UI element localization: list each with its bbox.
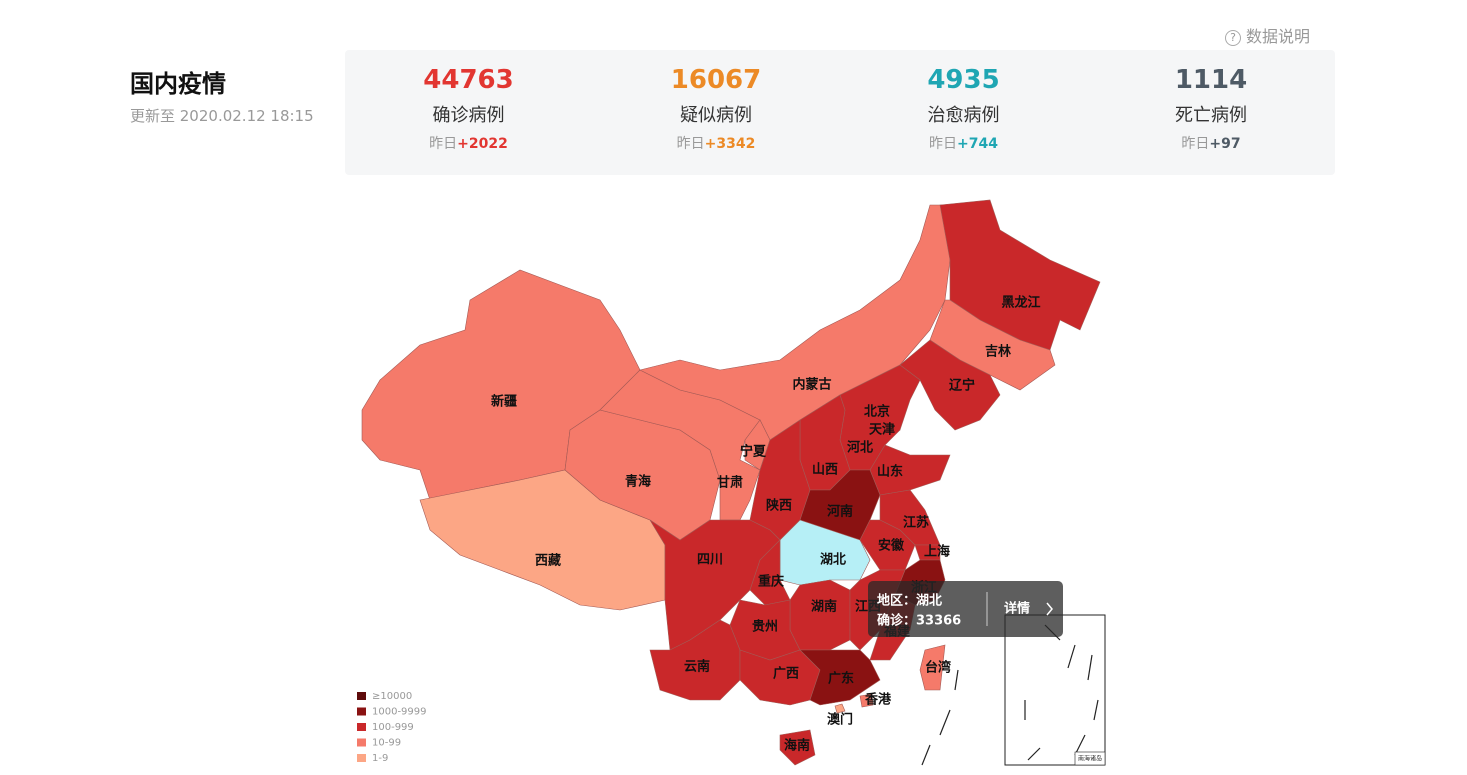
region-label: 内蒙古 bbox=[792, 377, 831, 393]
stat-label: 疑似病例 bbox=[680, 105, 752, 126]
help-text[interactable]: 数据说明 bbox=[1246, 27, 1311, 46]
legend-swatch bbox=[357, 738, 366, 747]
boundary bbox=[939, 709, 951, 736]
delta-value: +97 bbox=[1209, 136, 1241, 152]
region-label: 北京 bbox=[864, 404, 890, 420]
region[interactable] bbox=[929, 299, 1056, 391]
region-label: 澳门 bbox=[827, 712, 853, 728]
region[interactable] bbox=[834, 703, 846, 714]
region-label: 湖南 bbox=[811, 599, 837, 615]
delta-label: 昨日 bbox=[1181, 136, 1210, 152]
tooltip-arrow bbox=[1046, 602, 1053, 616]
region-label: 香港 bbox=[864, 692, 892, 708]
inset-boundary bbox=[1074, 734, 1086, 756]
delta-value: +2022 bbox=[457, 136, 508, 152]
tooltip-line: 确诊：33366 bbox=[877, 613, 961, 629]
region[interactable] bbox=[789, 579, 851, 651]
region-label: 吉林 bbox=[985, 344, 1011, 360]
stat: 16067 疑似病例昨日+3342 bbox=[593, 50, 840, 153]
legend-swatch bbox=[357, 692, 366, 700]
tooltip-action[interactable]: 详情 bbox=[1004, 601, 1030, 617]
update-time: 更新至 2020.02.12 18:15 bbox=[130, 107, 314, 125]
stat: 4935 治愈病例昨日+744 bbox=[840, 50, 1087, 153]
delta-label: 昨日 bbox=[429, 136, 458, 152]
region-label: 四川 bbox=[697, 553, 723, 568]
region-label: 西藏 bbox=[535, 553, 561, 569]
region-label: 河南 bbox=[827, 504, 853, 520]
delta-value: +744 bbox=[957, 136, 998, 152]
legend-label: 100-999 bbox=[372, 722, 414, 733]
stat-label: 死亡病例 bbox=[1175, 105, 1247, 126]
legend-swatch bbox=[357, 707, 366, 716]
inset-boundary bbox=[1093, 699, 1099, 721]
legend-label: 1000-9999 bbox=[372, 707, 427, 718]
stat-value: 16067 bbox=[670, 65, 762, 95]
region-label: 宁夏 bbox=[740, 444, 767, 460]
boundary bbox=[954, 669, 959, 691]
legend-swatch bbox=[357, 754, 366, 762]
region[interactable] bbox=[799, 649, 881, 706]
region-label: 贵州 bbox=[752, 619, 778, 635]
delta-value: +3342 bbox=[704, 136, 756, 152]
tooltip bbox=[868, 581, 1063, 637]
region-label: 山西 bbox=[812, 462, 838, 478]
region-label: 山东 bbox=[877, 464, 903, 480]
region-label: 海南 bbox=[784, 738, 810, 754]
region-label: 上海 bbox=[924, 544, 950, 560]
tooltip-line: 地区：湖北 bbox=[877, 593, 942, 609]
stat-delta: 昨日+744 bbox=[840, 133, 1087, 153]
stat-value: 4935 bbox=[927, 65, 1000, 95]
region-label: 黑龙江 bbox=[1001, 295, 1040, 311]
region-label: 台湾 bbox=[925, 660, 951, 676]
region[interactable] bbox=[859, 693, 874, 708]
legend-label: 1-9 bbox=[372, 753, 388, 764]
inset-label-box bbox=[1074, 751, 1106, 766]
region[interactable] bbox=[859, 519, 916, 571]
stat: 1114 死亡病例昨日+97 bbox=[1088, 50, 1335, 153]
stat-delta: 昨日+2022 bbox=[345, 133, 592, 153]
boundary bbox=[921, 744, 931, 766]
delta-label: 昨日 bbox=[676, 136, 705, 152]
region-label: 青海 bbox=[625, 474, 651, 490]
region-label: 江苏 bbox=[903, 515, 929, 531]
inset-boundary bbox=[1087, 654, 1093, 681]
region-label: 云南 bbox=[684, 659, 710, 675]
region-label: 广西 bbox=[773, 666, 799, 682]
inset-boundary bbox=[1027, 747, 1041, 761]
help-link[interactable]: ? 数据说明 bbox=[1225, 23, 1310, 47]
region-label: 甘肃 bbox=[717, 475, 743, 491]
region-label: 河北 bbox=[847, 440, 873, 456]
stat-value: 44763 bbox=[423, 65, 514, 95]
region-label: 新疆 bbox=[491, 394, 517, 410]
delta-label: 昨日 bbox=[929, 136, 958, 152]
region-label: 广东 bbox=[828, 671, 854, 687]
region[interactable] bbox=[779, 519, 871, 586]
section-title: 国内疫情 bbox=[130, 70, 226, 98]
legend-swatch bbox=[357, 723, 366, 731]
stats-panel: 44763 确诊病例 昨日+2022 16067 疑似病例 昨日+3342 4935 治愈病例… bbox=[345, 50, 1335, 175]
region-label: 陕西 bbox=[766, 498, 792, 514]
legend-label: ≥10000 bbox=[372, 691, 412, 702]
stat-delta: 昨日+97 bbox=[1088, 133, 1335, 153]
inset-box bbox=[1004, 614, 1106, 766]
stat-label: 确诊病例 bbox=[432, 105, 505, 126]
region-label: 安徽 bbox=[878, 538, 905, 554]
stat-label: 治愈病例 bbox=[927, 105, 1000, 126]
legend-label: 10-99 bbox=[372, 738, 401, 749]
inset-label: 南海诸岛 bbox=[1078, 755, 1102, 763]
region[interactable] bbox=[919, 644, 946, 691]
inset-boundary bbox=[1067, 644, 1076, 669]
region-label: 重庆 bbox=[758, 574, 784, 590]
region-label: 辽宁 bbox=[949, 378, 975, 394]
region-label: 天津 bbox=[869, 422, 895, 438]
stat: 44763 确诊病例昨日+2022 bbox=[345, 50, 592, 153]
stat-delta: 昨日+3342 bbox=[593, 133, 840, 153]
region-label: 湖北 bbox=[820, 553, 846, 568]
stat-value: 1114 bbox=[1174, 65, 1248, 95]
region[interactable] bbox=[779, 729, 816, 766]
